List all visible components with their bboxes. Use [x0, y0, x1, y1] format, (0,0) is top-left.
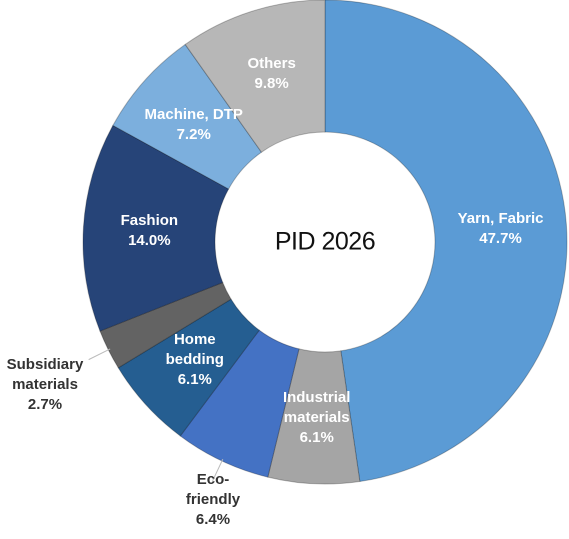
value-label: 9.8% — [254, 75, 289, 93]
segment-label: Subsidiary materials 2.7% — [0, 355, 95, 415]
value-label: 6.1% — [299, 428, 334, 446]
category-label: Subsidiary materials — [6, 356, 84, 393]
donut-segment — [324, 0, 568, 483]
donut-segment — [184, 0, 326, 153]
segment-label: Eco-friendly 6.4% — [180, 470, 246, 530]
segment-label: Fashion 14.0% — [99, 211, 199, 251]
leader-line — [212, 458, 224, 482]
donut-segment — [82, 124, 230, 332]
chart-title: PID 2026 — [274, 227, 376, 256]
donut-segment — [112, 43, 263, 190]
segment-label: Yarn, Fabric 47.7% — [436, 209, 566, 249]
category-label: Industrial materials — [282, 388, 351, 426]
category-label: Machine, DTP — [144, 105, 243, 123]
value-label: 47.7% — [479, 230, 522, 248]
donut-segment — [117, 298, 260, 437]
donut-segment — [267, 348, 361, 485]
leader-line — [88, 348, 111, 361]
donut-segment — [99, 281, 232, 369]
segment-label: Others 9.8% — [222, 54, 322, 94]
value-label: 14.0% — [128, 231, 171, 249]
value-label: 2.7% — [27, 396, 63, 413]
value-label: 6.1% — [177, 371, 212, 389]
category-label: Fashion — [120, 211, 179, 229]
category-label: Yarn, Fabric — [457, 210, 544, 228]
category-label: Others — [247, 55, 296, 73]
category-label: Home bedding — [165, 331, 224, 369]
segment-label: Machine, DTP 7.2% — [129, 105, 259, 145]
segment-label: Industrial materials 6.1% — [272, 388, 362, 448]
value-label: 7.2% — [176, 125, 211, 143]
category-label: Eco-friendly — [185, 471, 241, 508]
value-label: 6.4% — [195, 511, 231, 528]
segment-label: Home bedding 6.1% — [158, 330, 232, 390]
